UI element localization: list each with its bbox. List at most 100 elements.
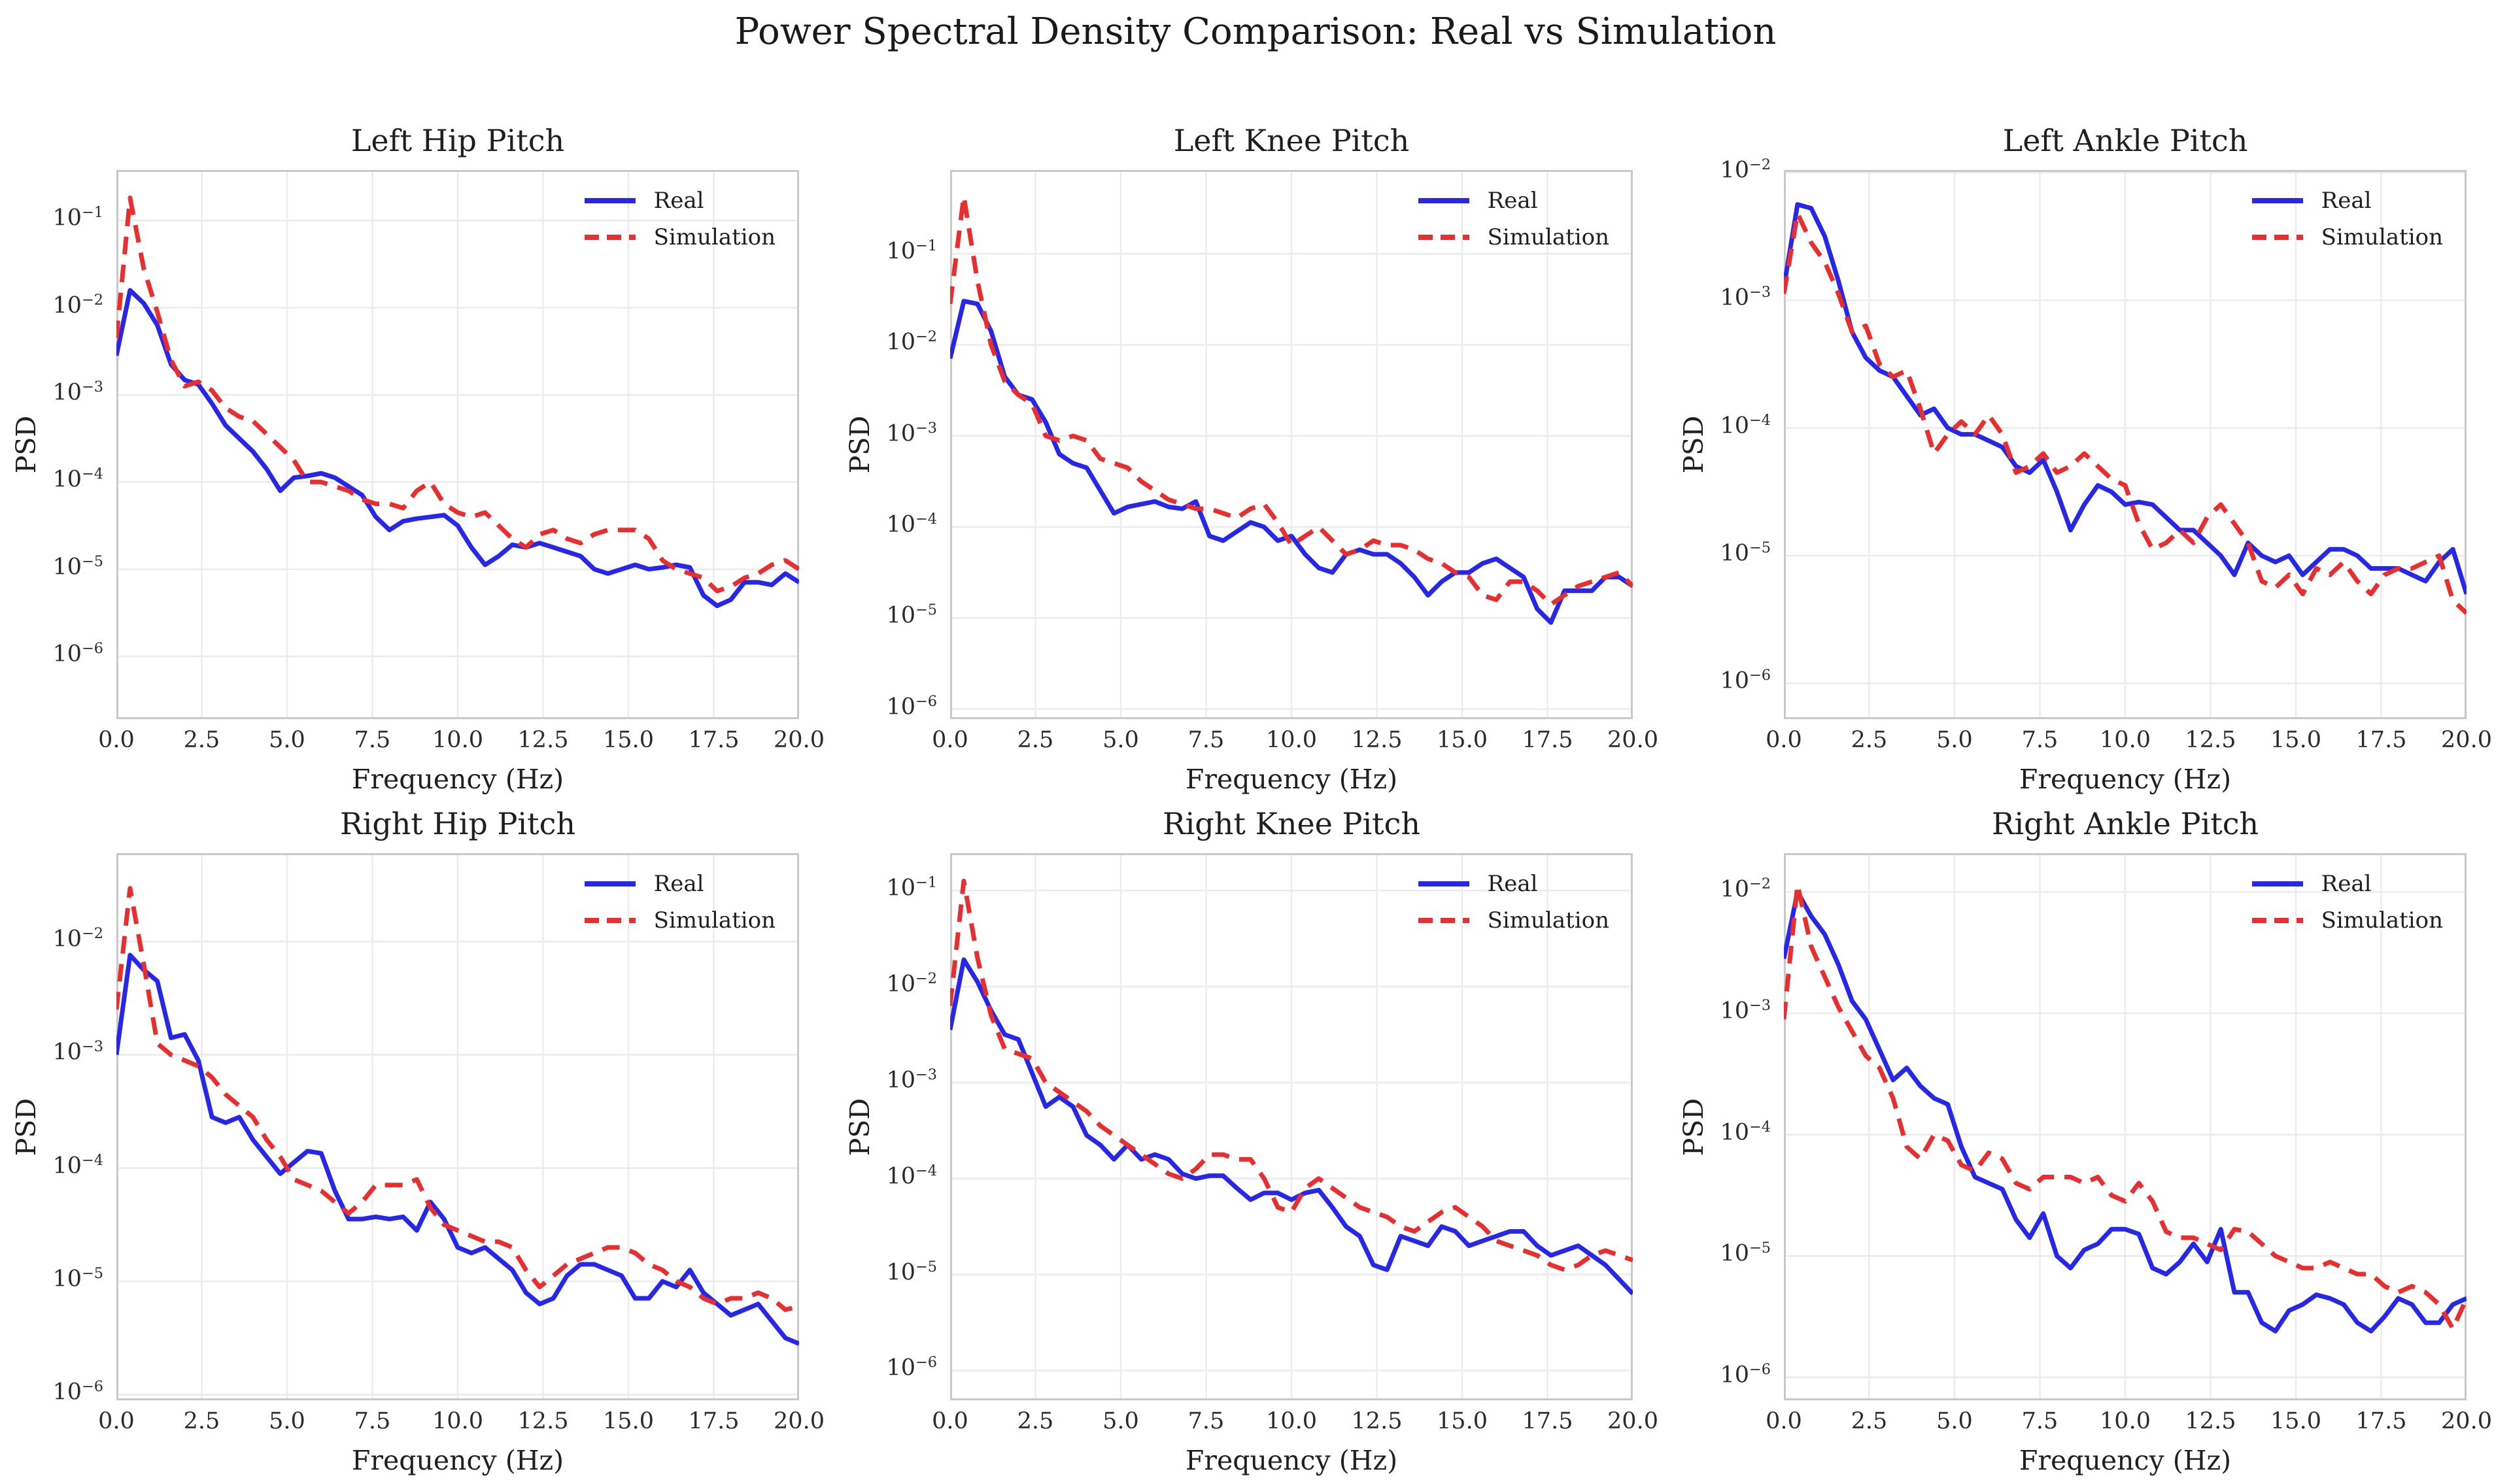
x-tick-label: 17.5 [2355, 1408, 2407, 1434]
x-tick-label: 5.0 [1102, 1408, 1139, 1434]
x-tick-label: 0.0 [932, 1408, 968, 1434]
x-tick-label: 2.5 [183, 727, 220, 753]
y-tick-label: 10−4 [886, 511, 937, 538]
y-tick-label: 10−5 [1720, 1239, 1771, 1267]
x-tick-label: 10.0 [2100, 727, 2151, 753]
real-series-line [116, 953, 799, 1346]
real-series-line [950, 957, 1633, 1296]
y-tick-label: 10−3 [886, 1066, 937, 1094]
legend: Real Simulation [2251, 180, 2443, 254]
subplot-title: Right Ankle Pitch [1991, 806, 2259, 841]
legend-item-simulation: Simulation [583, 221, 776, 254]
legend: Real Simulation [1417, 864, 1609, 937]
y-axis-label: PSD [10, 415, 42, 474]
x-tick-label: 12.5 [2185, 1408, 2236, 1434]
x-axis-label: Frequency (Hz) [2019, 764, 2232, 795]
x-tick-label: 12.5 [517, 1408, 569, 1434]
subplot-left-knee-pitch: Left Knee Pitch PSD Frequency (Hz) Real … [844, 123, 1658, 795]
axes-spine [116, 853, 799, 1400]
subplot-title: Left Ankle Pitch [2002, 123, 2248, 158]
legend-label-real: Real [2321, 871, 2372, 897]
x-tick-label: 5.0 [269, 1408, 305, 1434]
real-line-swatch [2251, 881, 2303, 886]
plot-area: Real Simulation [950, 853, 1633, 1400]
x-tick-label: 17.5 [688, 1408, 740, 1434]
x-tick-label: 17.5 [1522, 1408, 1573, 1434]
x-tick-label: 0.0 [1766, 1408, 1802, 1434]
legend-item-simulation: Simulation [583, 904, 776, 937]
x-tick-label: 7.5 [1187, 727, 1225, 753]
legend-item-real: Real [1417, 184, 1609, 217]
y-tick-label: 10−2 [52, 291, 103, 319]
x-tick-label: 2.5 [1851, 1408, 1888, 1434]
y-tick-label: 10−5 [52, 552, 103, 581]
psd-chart-svg [950, 170, 1633, 719]
y-tick-label: 10−6 [1720, 667, 1771, 694]
y-tick-label: 10−4 [1720, 411, 1771, 439]
x-tick-label: 7.5 [1187, 1408, 1225, 1434]
y-tick-label: 10−5 [886, 601, 937, 630]
x-tick-label: 20.0 [774, 727, 825, 753]
y-tick-label: 10−3 [52, 379, 103, 406]
x-tick-label: 15.0 [603, 727, 654, 753]
x-tick-label: 0.0 [98, 727, 135, 753]
y-tick-label: 10−2 [886, 970, 937, 998]
real-series-line [1784, 889, 2467, 1334]
legend-label-real: Real [653, 871, 704, 897]
axes-spine [1784, 170, 2467, 719]
y-tick-label: 10−4 [1720, 1118, 1771, 1146]
legend: Real Simulation [583, 864, 776, 937]
y-tick-label: 10−2 [52, 925, 103, 953]
x-tick-label: 15.0 [1437, 1408, 1488, 1434]
subplot-right-knee-pitch: Right Knee Pitch PSD Frequency (Hz) Real… [844, 806, 1658, 1476]
x-tick-label: 12.5 [2185, 727, 2236, 753]
real-series-line [950, 299, 1633, 625]
x-tick-label: 20.0 [2441, 727, 2492, 753]
legend: Real Simulation [583, 180, 776, 254]
y-tick-label: 10−5 [886, 1258, 937, 1286]
axes-spine [116, 170, 799, 719]
x-tick-label: 5.0 [1936, 1408, 1973, 1434]
x-tick-label: 20.0 [2441, 1408, 2492, 1434]
y-tick-label: 10−3 [52, 1038, 103, 1066]
psd-chart-svg [1784, 170, 2467, 719]
legend-item-simulation: Simulation [1417, 221, 1609, 254]
x-tick-label: 10.0 [1266, 727, 1317, 753]
sim-line-swatch [584, 235, 636, 240]
y-tick-label: 10−4 [886, 1162, 937, 1190]
x-tick-label: 15.0 [603, 1408, 654, 1434]
sim-series-line [116, 195, 799, 594]
sim-series-line [116, 886, 799, 1312]
x-tick-label: 20.0 [1607, 1408, 1658, 1434]
subplot-left-ankle-pitch: Left Ankle Pitch PSD Frequency (Hz) Real… [1678, 123, 2492, 795]
legend: Real Simulation [1417, 180, 1609, 254]
y-tick-label: 10−6 [886, 1354, 937, 1382]
legend-item-simulation: Simulation [2251, 221, 2443, 254]
psd-chart-svg [1784, 853, 2467, 1400]
legend-item-real: Real [583, 184, 776, 217]
y-tick-label: 10−6 [52, 1378, 103, 1406]
x-tick-label: 10.0 [432, 727, 483, 753]
real-line-swatch [584, 198, 636, 203]
real-line-swatch [1418, 198, 1469, 203]
real-series-line [116, 288, 799, 609]
x-tick-label: 10.0 [2100, 1408, 2151, 1434]
real-line-swatch [584, 881, 636, 886]
x-axis-label: Frequency (Hz) [1185, 1445, 1398, 1476]
x-tick-label: 5.0 [269, 727, 305, 753]
y-tick-label: 10−5 [52, 1265, 103, 1292]
x-tick-label: 17.5 [1522, 727, 1573, 753]
psd-chart-svg [950, 853, 1633, 1400]
sim-series-line [1784, 211, 2467, 615]
y-tick-label: 10−5 [1720, 539, 1771, 567]
subplot-right-hip-pitch: Right Hip Pitch PSD Frequency (Hz) Real … [10, 806, 825, 1476]
x-tick-label: 12.5 [1351, 1408, 1403, 1434]
axes-spine [1784, 853, 2467, 1400]
y-tick-label: 10−6 [52, 640, 103, 667]
sim-line-swatch [2251, 918, 2303, 923]
subplot-title: Left Hip Pitch [350, 123, 565, 158]
legend-item-simulation: Simulation [1417, 904, 1609, 937]
plot-area: Real Simulation [1784, 853, 2467, 1400]
real-line-swatch [2251, 198, 2303, 203]
